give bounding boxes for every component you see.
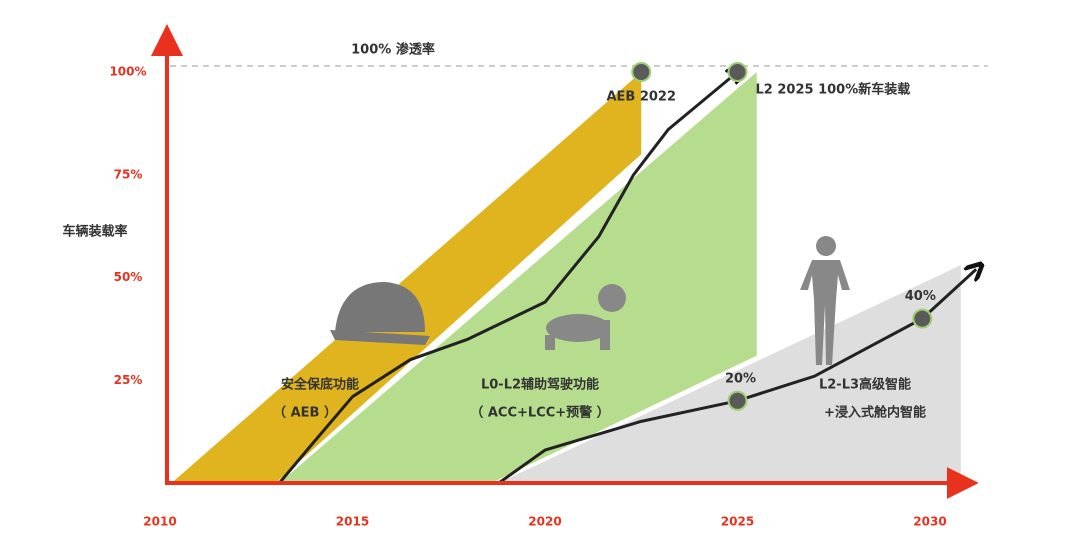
band-sublabel: （ AEB ） [273, 405, 337, 421]
band [171, 72, 642, 483]
x-tick-label: 2015 [336, 515, 369, 529]
trend-curve [278, 72, 737, 484]
milestone-label: 20% [725, 371, 756, 386]
band-sublabel: （ ACC+LCC+预警 ） [470, 405, 609, 421]
x-tick-label: 2020 [528, 515, 561, 529]
y-tick-label: 50% [114, 270, 143, 284]
band-label: 安全保底功能 [281, 377, 359, 393]
x-tick-label: 2030 [913, 515, 946, 529]
y-tick-label: 75% [114, 167, 143, 181]
y-axis-label: 车辆装载率 [62, 224, 127, 240]
baby-icon [545, 284, 626, 350]
band-label: L2-L3高级智能 [819, 377, 911, 393]
y-tick-label: 25% [114, 373, 143, 387]
milestone-label: L2 2025 100%新车装载 [756, 82, 911, 98]
milestone [631, 62, 652, 82]
milestone [912, 308, 933, 329]
foreground: AEB 2022 L2 2025 100%新车装载 20% 40% 25% 50% 75% 1… [109, 24, 988, 529]
band-sublabel: +浸入式舱内智能 [824, 405, 926, 421]
woman-icon [800, 236, 850, 365]
band [279, 72, 757, 483]
reference-label: 100% 渗透率 [351, 42, 435, 58]
milestone [727, 62, 748, 82]
x-tick-label: 2025 [721, 515, 754, 529]
milestone [727, 390, 748, 411]
y-tick-label: 100% [109, 65, 146, 79]
band-label: L0-L2辅助驾驶功能 [481, 377, 599, 393]
helmet-icon [330, 282, 430, 345]
x-tick-label: 2010 [143, 515, 176, 529]
milestone-label: 40% [905, 289, 936, 304]
milestone-label: AEB 2022 [606, 90, 676, 105]
